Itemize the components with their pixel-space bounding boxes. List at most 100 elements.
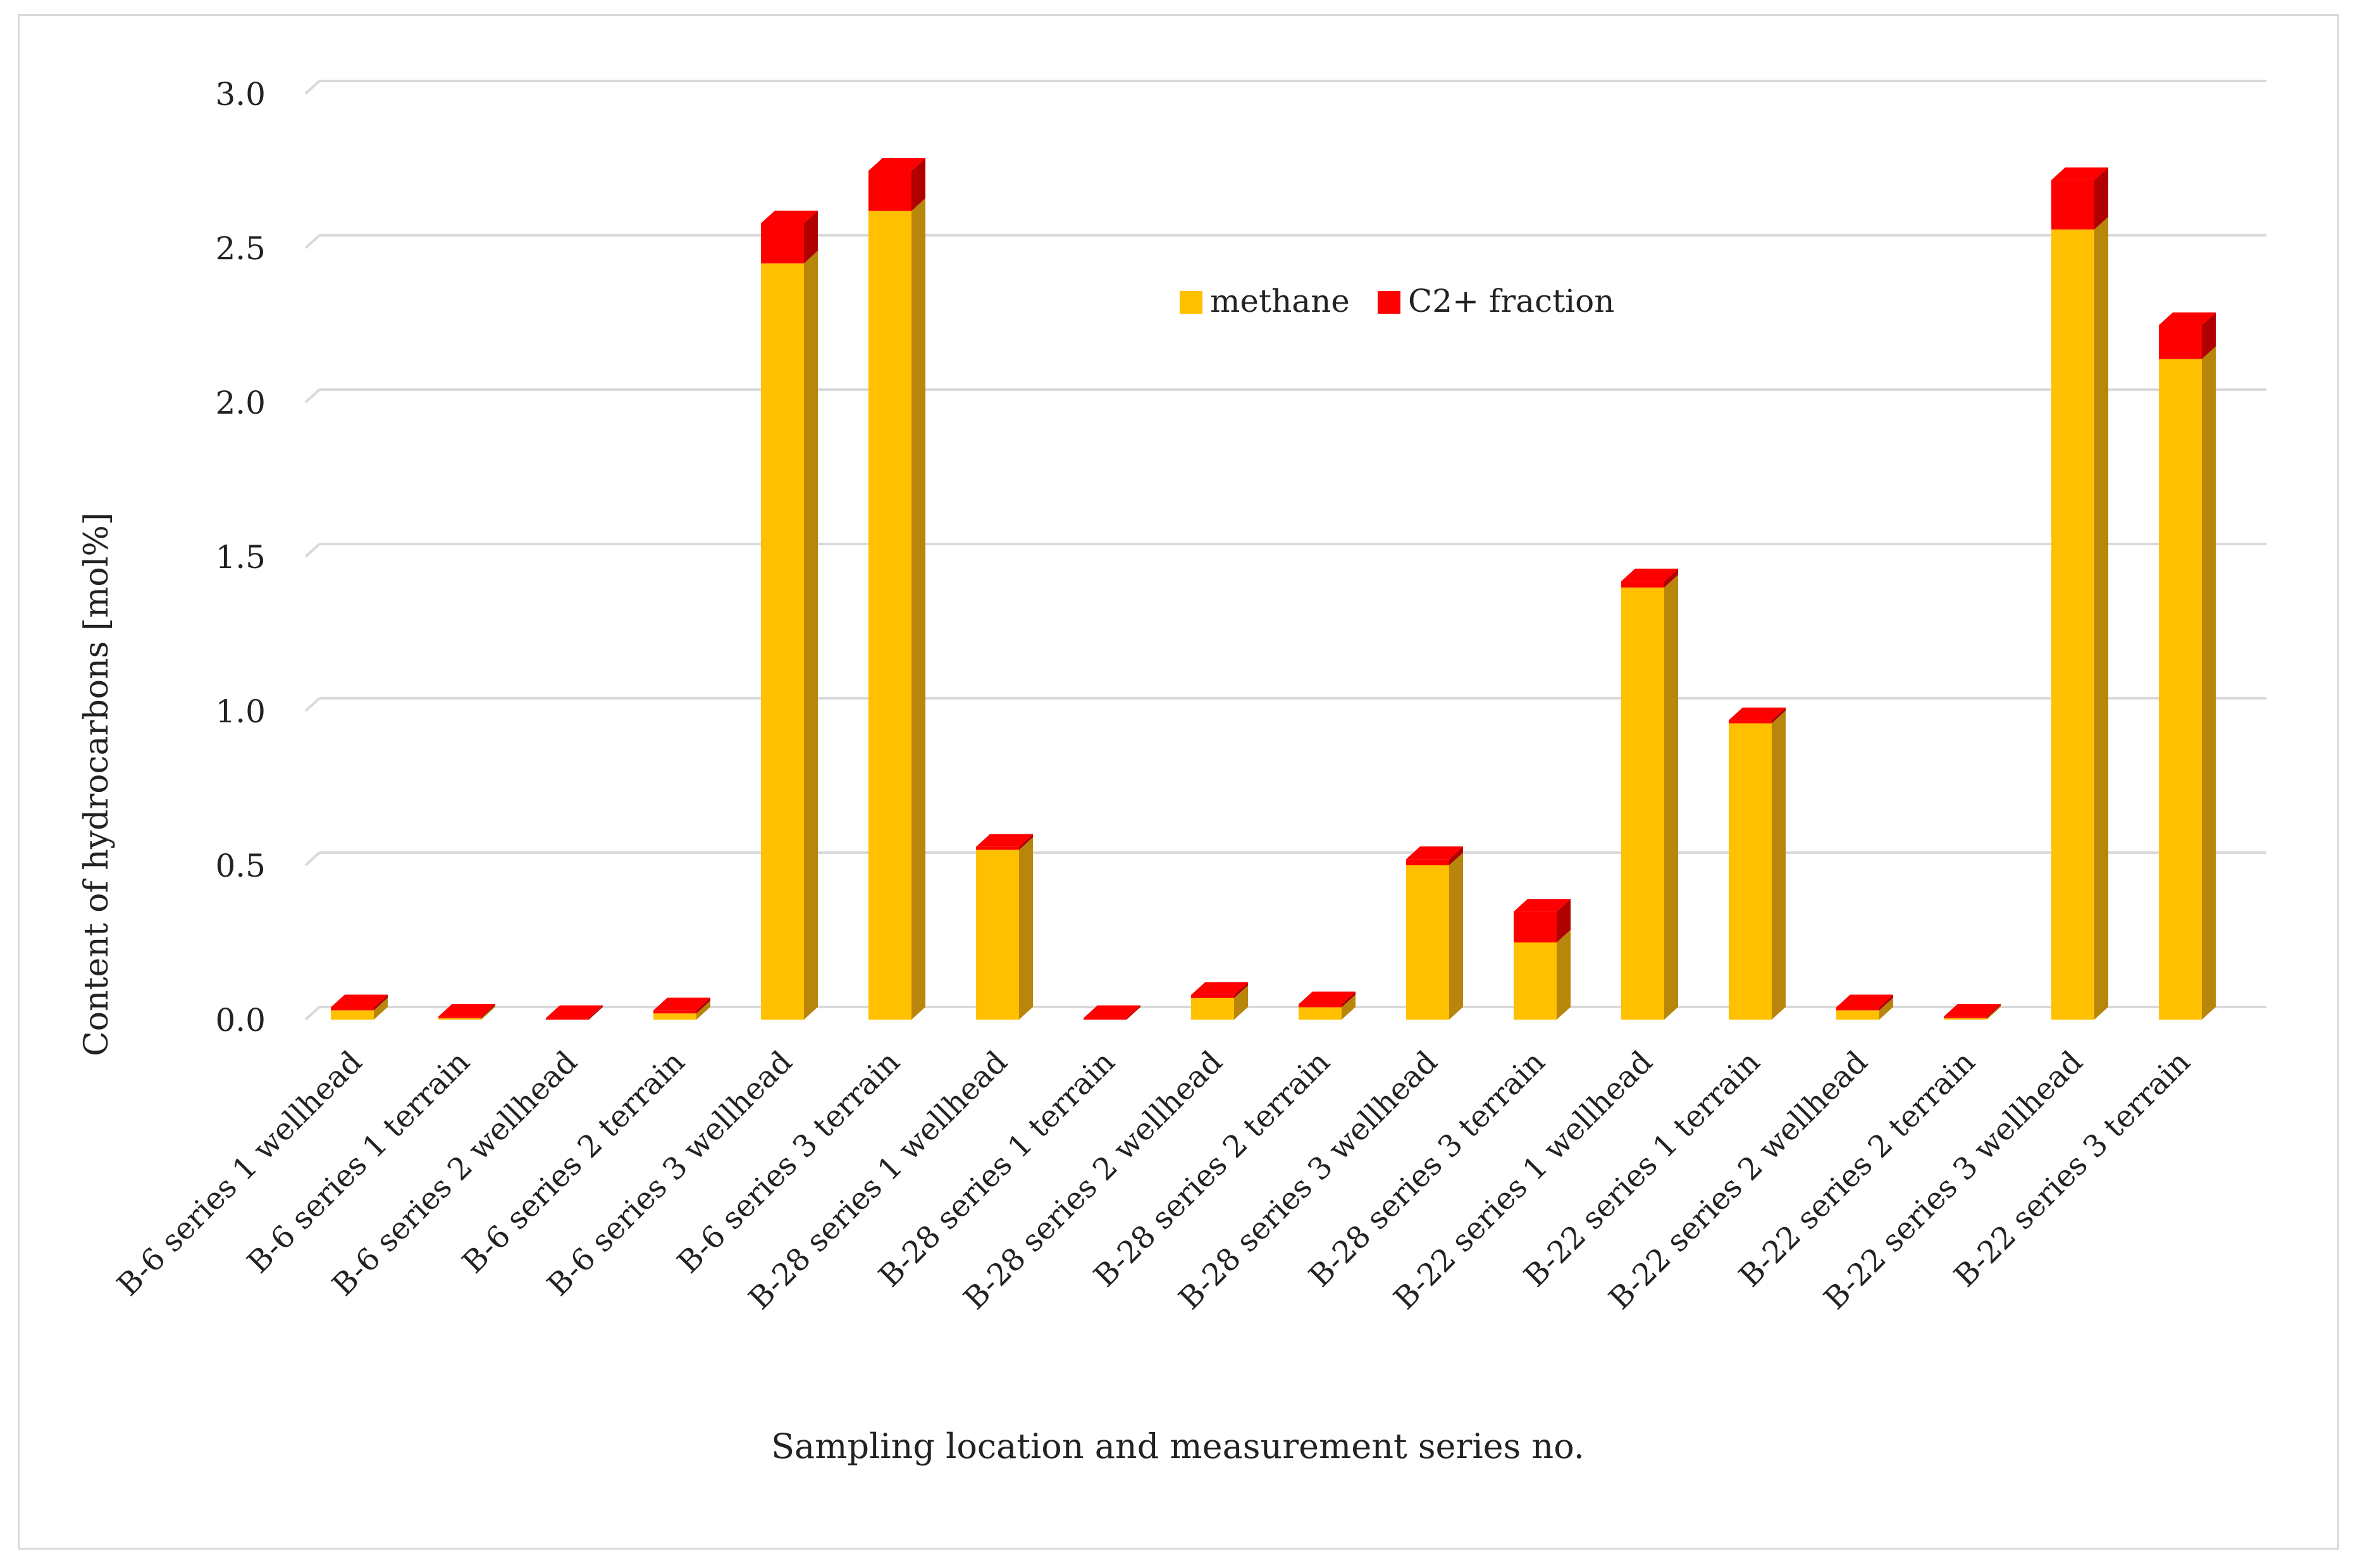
bar-c2-fraction xyxy=(546,1018,589,1020)
bar-top xyxy=(761,210,818,223)
bar-side-c2-fraction xyxy=(589,1005,603,1020)
bar-group xyxy=(1944,1004,2001,1020)
y-tick-label: 3.0 xyxy=(215,76,266,113)
gridline-depth xyxy=(304,1006,321,1021)
bar-c2-fraction xyxy=(1836,1007,1879,1011)
bar-top xyxy=(2159,312,2216,325)
bar-side-c2-fraction xyxy=(2094,167,2108,230)
legend: methane C2+ fraction xyxy=(1180,283,1614,319)
bar-group xyxy=(2159,312,2216,1020)
bar-side-c2-fraction xyxy=(1987,1004,2001,1018)
bar-side-methane xyxy=(1879,997,1893,1020)
bar-top xyxy=(1944,1004,2001,1017)
bar-top xyxy=(1299,991,1356,1004)
bar-side-methane xyxy=(696,1001,710,1020)
bar-c2-fraction xyxy=(1621,581,1664,588)
bar-group xyxy=(1514,899,1571,1020)
y-tick-label: 0.0 xyxy=(215,1002,266,1039)
bar-top xyxy=(1729,707,1786,720)
chart-frame xyxy=(18,14,2339,1550)
bar-side-c2-fraction xyxy=(1772,707,1786,724)
bar-side-methane xyxy=(1019,837,1033,1020)
bar-side-methane xyxy=(1772,710,1786,1020)
bar-top xyxy=(653,997,710,1011)
bar-group xyxy=(976,834,1033,1020)
bar-group xyxy=(1084,1005,1140,1020)
bar-c2-fraction xyxy=(1191,994,1234,998)
legend-swatch-c2-fraction xyxy=(1378,291,1400,314)
gridline-depth xyxy=(304,851,321,867)
bar-side-c2-fraction xyxy=(374,994,388,1011)
bar-group xyxy=(1729,707,1786,1020)
bar-top xyxy=(1514,899,1571,912)
bar-c2-fraction xyxy=(868,171,911,211)
bar-methane xyxy=(1514,942,1557,1020)
bar-side-methane xyxy=(1557,930,1571,1020)
bar-group xyxy=(2051,167,2108,1020)
bar-top xyxy=(868,158,925,171)
bar-c2-fraction xyxy=(1299,1004,1342,1008)
bar-group xyxy=(331,994,388,1020)
gridline-depth xyxy=(304,697,321,712)
bar-c2-fraction xyxy=(438,1016,481,1018)
bar-methane xyxy=(868,211,911,1020)
bar-c2-fraction xyxy=(1514,911,1557,942)
bar-c2-fraction xyxy=(1944,1016,1987,1018)
bar-methane xyxy=(1729,723,1772,1020)
bar-c2-fraction xyxy=(1084,1018,1127,1020)
y-axis-ticks: 0.0 0.5 1.0 1.5 2.0 2.5 3.0 xyxy=(215,76,266,1039)
bar-group xyxy=(653,997,710,1020)
bar-c2-fraction xyxy=(761,223,804,264)
bar-side-c2-fraction xyxy=(1019,834,1033,850)
bar-side-c2-fraction xyxy=(911,158,925,211)
bar-top xyxy=(1836,994,1893,1008)
bar-methane xyxy=(1299,1007,1342,1020)
bar-methane xyxy=(1944,1018,1987,1020)
gridline-depth xyxy=(304,388,321,404)
bar-side-methane xyxy=(1234,985,1248,1020)
y-tick-label: 2.0 xyxy=(215,385,266,421)
y-tick-label: 0.5 xyxy=(215,848,266,884)
bar-side-c2-fraction xyxy=(1234,982,1248,998)
bar-c2-fraction xyxy=(2051,180,2094,230)
bar-top xyxy=(976,834,1033,847)
bar-side-methane xyxy=(374,997,388,1020)
x-axis-label: Sampling location and measurement series… xyxy=(771,1426,1585,1466)
bar-side-c2-fraction xyxy=(1127,1005,1140,1020)
bar-side-methane xyxy=(1987,1005,2001,1020)
bar-methane xyxy=(438,1018,481,1020)
y-tick-label: 1.0 xyxy=(215,693,266,730)
bar-side-methane xyxy=(1342,994,1356,1020)
bar-side-methane xyxy=(1449,853,1463,1020)
y-tick-label: 2.5 xyxy=(215,230,266,267)
bar-c2-fraction xyxy=(1406,859,1449,865)
y-tick-label: 1.5 xyxy=(215,539,266,576)
bar-group xyxy=(546,1005,603,1020)
bar-top xyxy=(1406,846,1463,860)
bar-group xyxy=(438,1004,495,1020)
bars xyxy=(331,158,2216,1020)
bar-c2-fraction xyxy=(331,1007,374,1011)
bar-group xyxy=(1621,569,1678,1020)
legend-label-c2-fraction: C2+ fraction xyxy=(1408,283,1614,319)
bar-methane xyxy=(976,849,1019,1020)
bar-side-c2-fraction xyxy=(696,997,710,1014)
bar-side-c2-fraction xyxy=(1664,569,1678,588)
bar-side-methane xyxy=(911,198,925,1020)
bar-c2-fraction xyxy=(976,846,1019,850)
gridlines xyxy=(304,80,2266,1021)
bar-side-methane xyxy=(1664,574,1678,1020)
bar-c2-fraction xyxy=(2159,325,2202,359)
bar-group xyxy=(1191,982,1248,1020)
bar-top xyxy=(1084,1005,1140,1018)
bar-side-methane xyxy=(481,1005,495,1020)
bar-top xyxy=(546,1005,603,1018)
bar-group xyxy=(1299,991,1356,1020)
bar-methane xyxy=(653,1013,696,1020)
gridline-depth xyxy=(304,234,321,249)
bar-side-methane xyxy=(2202,346,2216,1020)
bar-top xyxy=(331,994,388,1008)
bar-methane xyxy=(2159,359,2202,1020)
